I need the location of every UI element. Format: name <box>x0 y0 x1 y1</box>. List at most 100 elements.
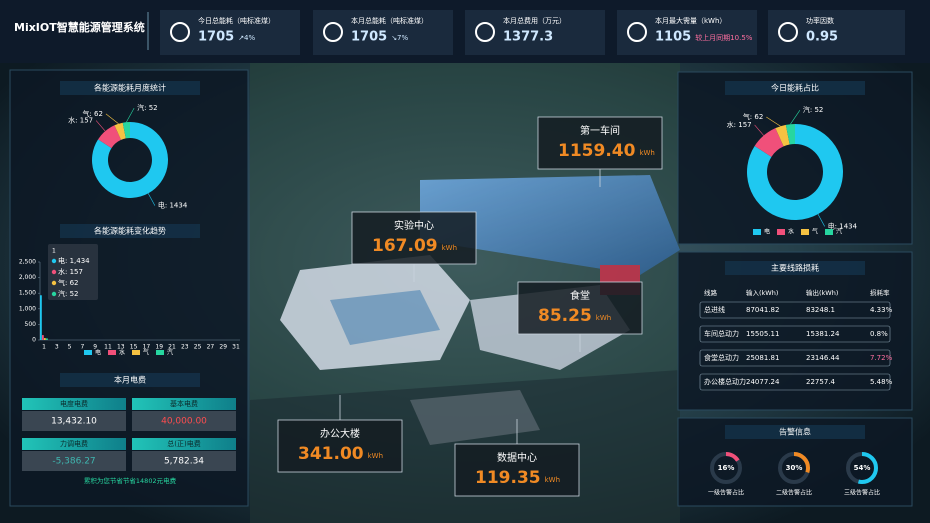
bill-value: -5,386.27 <box>52 457 95 467</box>
y-tick-label: 500 <box>25 321 37 328</box>
bar <box>40 295 42 340</box>
donut-slice <box>754 128 784 157</box>
kpi-icon <box>627 22 647 42</box>
building-card <box>537 116 663 170</box>
y-tick-label: 0 <box>32 337 36 344</box>
gauge-label: 16% <box>718 464 735 472</box>
bar <box>42 335 44 340</box>
building-name: 办公大楼 <box>320 427 360 440</box>
building-name: 数据中心 <box>497 451 537 464</box>
tooltip-line: 电: 1,434 <box>58 256 90 265</box>
x-tick-label: 11 <box>104 344 112 351</box>
x-tick-label: 29 <box>219 344 227 351</box>
table-cell: 7.72% <box>870 354 893 362</box>
donut-label: 电: 1434 <box>828 221 858 230</box>
legend-swatch <box>84 350 92 355</box>
gauge-arc <box>778 452 810 484</box>
bill-label: 基本电费 <box>170 399 198 408</box>
kpi-value: 1377.3 <box>503 30 553 45</box>
section-title: 各能源能耗变化趋势 <box>94 226 166 236</box>
table-cell: 24077.24 <box>746 378 780 386</box>
donut-label: 汽: 52 <box>803 105 824 114</box>
donut-slice <box>785 124 795 145</box>
table-row <box>699 325 891 343</box>
section-title: 主要线路损耗 <box>771 263 819 273</box>
building-unit: kWh <box>545 476 560 484</box>
kpi-value: 1705 <box>198 30 234 45</box>
kpi-card <box>617 10 757 55</box>
kpi-label: 功率因数 <box>806 16 834 25</box>
leader-line <box>817 213 825 227</box>
x-tick-label: 13 <box>117 344 125 351</box>
donut-label: 水: 157 <box>68 116 93 125</box>
table-cell: 87041.82 <box>746 306 779 314</box>
tooltip-title: 1 <box>52 248 56 255</box>
kpi-label: 今日总能耗（吨标准煤） <box>198 16 275 25</box>
building-unit: kWh <box>639 149 654 157</box>
x-tick-label: 31 <box>232 344 240 351</box>
x-tick-label: 19 <box>155 344 163 351</box>
tooltip-dot <box>51 258 57 264</box>
x-tick-label: 27 <box>207 344 215 351</box>
legend-label: 汽 <box>836 228 842 236</box>
kpi-value: 1705 <box>351 30 387 45</box>
donut-label: 气: 62 <box>82 109 103 118</box>
table-header: 输出(kWh) <box>806 288 838 297</box>
table-cell: 22757.4 <box>806 378 835 386</box>
y-tick-label: 1,000 <box>19 305 36 312</box>
bill-value-bg <box>22 451 126 471</box>
donut-label: 水: 157 <box>727 120 752 129</box>
table-cell: 食堂总动力 <box>704 353 739 362</box>
bill-label-bg <box>132 398 236 410</box>
bill-label: 力调电费 <box>60 439 88 448</box>
leader-line <box>754 124 764 136</box>
building-name: 第一车间 <box>580 124 620 137</box>
kpi-change: ↘7% <box>391 34 408 42</box>
table-header: 输入(kWh) <box>746 288 778 297</box>
y-tick-label: 1,500 <box>19 290 36 297</box>
bill-value: 5,782.34 <box>164 457 204 467</box>
leader-line <box>147 193 156 206</box>
bill-value-bg <box>22 411 126 431</box>
tooltip-line: 气: 62 <box>58 278 79 287</box>
bill-label: 总(正)电费 <box>167 439 200 448</box>
kpi-label: 本月总费用（万元） <box>503 16 566 25</box>
building-value: 341.00 <box>298 444 364 464</box>
x-tick-label: 23 <box>181 344 189 351</box>
table-cell: 15381.24 <box>806 330 840 338</box>
table-cell: 23146.44 <box>806 354 840 362</box>
kpi-card <box>160 10 300 55</box>
kpi-label: 本月最大需量（kWh） <box>655 16 726 25</box>
x-tick-label: 7 <box>80 344 84 351</box>
building-name: 食堂 <box>570 289 590 302</box>
kpi-icon <box>323 22 343 42</box>
section-title-bg <box>60 373 200 387</box>
section-title: 告警信息 <box>779 427 811 437</box>
tooltip-dot <box>51 280 57 286</box>
right-mid-panel <box>677 251 913 411</box>
table-row <box>699 301 891 319</box>
building-card <box>517 281 643 335</box>
table-header: 线路 <box>704 288 718 297</box>
building-card <box>454 443 580 497</box>
legend-swatch <box>132 350 140 355</box>
section-title-bg <box>60 224 200 238</box>
x-tick-label: 25 <box>194 344 202 351</box>
tooltip-dot <box>51 269 57 275</box>
section-title-bg <box>60 81 200 95</box>
table-cell: 车间总动力 <box>704 329 739 338</box>
table-cell: 4.33% <box>870 306 893 314</box>
table-header: 损耗率 <box>870 288 890 297</box>
gauge-label: 54% <box>854 464 871 472</box>
section-title-bg <box>725 425 865 439</box>
tooltip-line: 水: 157 <box>58 267 83 276</box>
tooltip-line: 汽: 52 <box>58 289 79 298</box>
y-tick-label: 2,000 <box>19 274 36 281</box>
legend-swatch <box>825 229 833 235</box>
building-value: 119.35 <box>475 468 541 488</box>
table-row <box>699 349 891 367</box>
x-tick-label: 9 <box>93 344 97 351</box>
tooltip-dot <box>51 291 57 297</box>
gauge-name: 三级告警占比 <box>844 489 880 497</box>
